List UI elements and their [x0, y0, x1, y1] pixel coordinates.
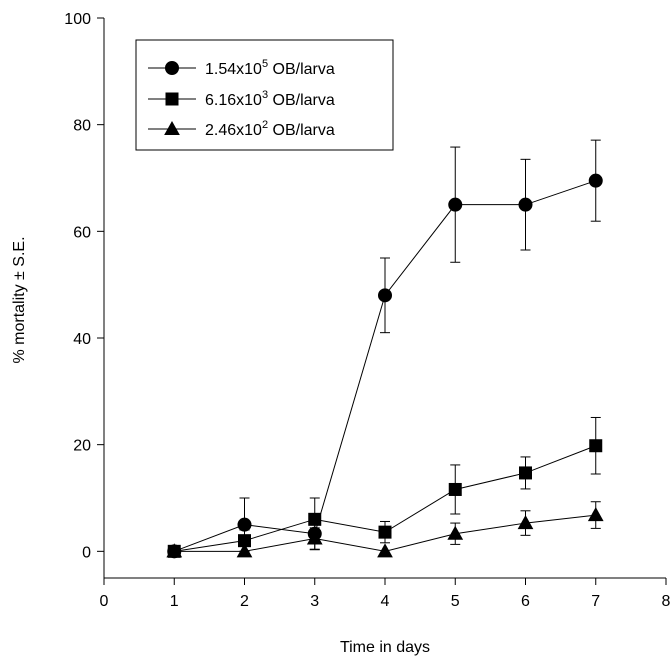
legend-item: 1.54x105 OB/larva [148, 58, 335, 78]
data-point [588, 173, 603, 188]
y-tick-label: 80 [73, 118, 91, 135]
y-tick-label: 0 [82, 544, 91, 561]
x-tick-label: 7 [591, 593, 600, 610]
data-point [236, 543, 253, 558]
x-axis-title: Time in days [340, 639, 430, 656]
legend-item: 6.16x103 OB/larva [148, 89, 335, 109]
data-point [448, 482, 462, 496]
y-axis-title: % mortality ± S.E. [11, 236, 28, 363]
data-point [517, 515, 534, 530]
data-point [378, 288, 392, 303]
y-tick-label: 100 [64, 11, 91, 28]
data-point [589, 439, 603, 453]
series-square [167, 416, 603, 558]
data-point [448, 197, 463, 212]
legend-marker [164, 120, 180, 135]
legend-label: 1.54x105 OB/larva [205, 58, 335, 78]
data-point [378, 525, 392, 539]
data-point [166, 543, 183, 558]
data-point [447, 525, 464, 540]
x-tick-label: 8 [662, 593, 671, 610]
series-triangle [166, 501, 604, 558]
data-point [308, 512, 322, 526]
y-tick-label: 60 [73, 224, 91, 241]
legend-marker [165, 61, 179, 75]
data-point [518, 197, 533, 212]
y-tick-label: 40 [73, 331, 91, 348]
data-point [519, 466, 532, 480]
data-point [237, 517, 252, 532]
x-tick-label: 3 [310, 593, 319, 610]
legend-marker [165, 92, 179, 106]
series-line [174, 180, 596, 552]
x-tick-label: 0 [100, 593, 109, 610]
x-tick-label: 2 [240, 593, 249, 610]
legend: 1.54x105 OB/larva 6.16x103 OB/larva 2.46x1… [135, 39, 394, 151]
data-point [587, 507, 604, 522]
x-tick-label: 4 [381, 593, 390, 610]
series-layer [166, 139, 604, 559]
legend-label: 2.46x102 OB/larva [205, 119, 335, 139]
legend-box [135, 39, 394, 151]
x-tick-label: 5 [451, 593, 460, 610]
x-tick-label: 6 [521, 593, 530, 610]
data-point [377, 543, 393, 558]
legend-label: 6.16x103 OB/larva [205, 89, 335, 109]
y-tick-label: 20 [73, 438, 91, 455]
series-circle [167, 139, 603, 559]
legend-item: 2.46x102 OB/larva [148, 119, 335, 139]
x-tick-label: 1 [170, 593, 179, 610]
data-point [306, 530, 323, 545]
